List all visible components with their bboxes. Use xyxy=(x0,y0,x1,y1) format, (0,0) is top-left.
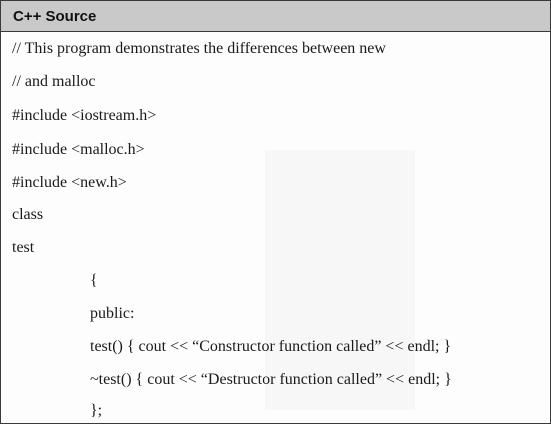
code-line-include-malloc: #include <malloc.h> xyxy=(12,141,145,158)
code-line-comment-1: // This program demonstrates the differe… xyxy=(12,40,386,57)
code-line-public: public: xyxy=(90,305,135,322)
listing-header: C++ Source xyxy=(1,1,550,32)
code-line-destructor: ~test() { cout << “Destructor function c… xyxy=(90,371,452,388)
background-watermark xyxy=(265,150,415,410)
code-line-open-brace: { xyxy=(90,272,98,289)
code-line-class-keyword: class xyxy=(12,206,44,223)
code-line-comment-2: // and malloc xyxy=(12,73,96,90)
code-line-constructor: test() { cout << “Constructor function c… xyxy=(90,338,452,355)
code-line-class-name: test xyxy=(12,239,35,256)
code-line-include-new: #include <new.h> xyxy=(12,174,127,191)
code-line-include-iostream: #include <iostream.h> xyxy=(12,107,157,124)
listing-title: C++ Source xyxy=(13,7,97,25)
code-line-close-brace: }; xyxy=(90,402,103,419)
